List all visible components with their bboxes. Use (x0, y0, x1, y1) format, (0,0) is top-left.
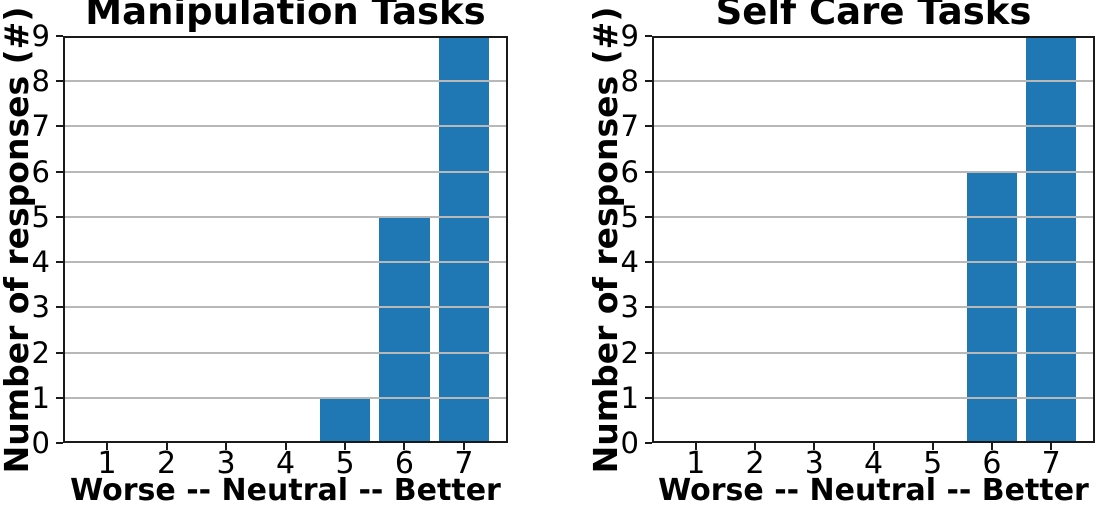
x-tick-label-7: 7 (1041, 446, 1061, 481)
bar-x6 (379, 216, 430, 443)
gridline-y3 (652, 306, 1095, 309)
x-tick-label-1: 1 (686, 446, 706, 481)
y-tick-1 (645, 396, 652, 399)
x-tick-label-2: 2 (156, 446, 177, 481)
y-tick-label-5: 5 (620, 199, 639, 234)
x-tick-label-4: 4 (863, 446, 884, 481)
y-tick-9 (56, 35, 63, 37)
x-tick-6 (403, 443, 406, 450)
axes-spines (652, 36, 1095, 443)
x-tick-4 (284, 443, 287, 450)
x-tick-7 (1050, 443, 1053, 450)
x-tick-5 (931, 443, 934, 450)
y-tick-label-2: 2 (31, 335, 50, 370)
y-tick-7 (56, 125, 63, 128)
x-tick-3 (813, 443, 816, 450)
chart-title: Manipulation Tasks (85, 0, 486, 33)
y-tick-label-6: 6 (31, 154, 50, 189)
y-tick-5 (645, 215, 652, 218)
y-tick-8 (56, 80, 63, 83)
y-tick-5 (56, 215, 63, 218)
y-tick-7 (645, 125, 652, 128)
y-tick-1 (56, 396, 63, 399)
y-tick-label-8: 8 (31, 64, 50, 99)
bar-x7 (1026, 36, 1077, 443)
y-tick-label-4: 4 (620, 245, 639, 280)
gridline-y5 (63, 215, 508, 218)
gridline-y7 (63, 125, 508, 128)
x-tick-label-1: 1 (97, 446, 117, 481)
plot-area (63, 36, 508, 443)
y-tick-4 (645, 261, 652, 264)
axes-spines (63, 36, 508, 443)
gridline-y3 (63, 306, 508, 309)
chart-title: Self Care Tasks (715, 0, 1032, 33)
y-tick-4 (56, 261, 63, 264)
x-tick-label-5: 5 (923, 446, 943, 481)
x-tick-2 (165, 443, 168, 450)
x-tick-4 (872, 443, 875, 450)
x-tick-label-3: 3 (216, 446, 236, 481)
y-tick-label-3: 3 (620, 290, 639, 325)
y-tick-0 (645, 442, 652, 444)
y-tick-label-8: 8 (620, 64, 639, 99)
gridline-y2 (652, 351, 1095, 354)
x-tick-label-5: 5 (335, 446, 355, 481)
plot-area (652, 36, 1095, 443)
y-tick-2 (645, 351, 652, 354)
x-tick-label-6: 6 (394, 446, 415, 481)
y-tick-3 (56, 306, 63, 309)
gridline-y1 (652, 396, 1095, 399)
x-tick-label-4: 4 (275, 446, 296, 481)
gridline-y4 (63, 261, 508, 264)
y-tick-label-0: 0 (31, 426, 50, 460)
gridline-y5 (652, 215, 1095, 218)
y-tick-9 (645, 35, 652, 37)
x-axis-label: Worse -- Neutral -- Better (658, 473, 1089, 508)
x-tick-1 (106, 443, 109, 450)
x-tick-label-7: 7 (454, 446, 474, 481)
y-tick-6 (56, 170, 63, 173)
y-tick-0 (56, 442, 63, 444)
gridline-y6 (652, 170, 1095, 173)
gridline-y8 (63, 80, 508, 83)
x-tick-label-6: 6 (982, 446, 1002, 481)
y-tick-8 (645, 80, 652, 83)
x-tick-7 (462, 443, 465, 450)
gridline-y4 (652, 261, 1095, 264)
y-tick-label-9: 9 (620, 19, 639, 53)
y-tick-6 (645, 170, 652, 173)
gridline-y2 (63, 351, 508, 354)
x-tick-6 (990, 443, 993, 450)
y-tick-label-7: 7 (620, 109, 639, 144)
y-tick-label-6: 6 (620, 154, 639, 189)
x-tick-3 (225, 443, 227, 450)
bar-x5 (319, 397, 371, 443)
x-tick-1 (694, 443, 697, 450)
x-axis-label: Worse -- Neutral -- Better (70, 473, 501, 508)
bar-x7 (438, 36, 490, 443)
x-tick-2 (754, 443, 757, 450)
y-tick-label-2: 2 (620, 335, 639, 370)
y-tick-label-0: 0 (620, 426, 639, 460)
y-tick-label-3: 3 (31, 290, 50, 325)
gridline-y6 (63, 170, 508, 173)
y-tick-3 (645, 306, 652, 309)
y-tick-label-5: 5 (31, 199, 50, 234)
y-tick-label-1: 1 (620, 380, 639, 415)
y-tick-label-9: 9 (31, 19, 50, 53)
x-tick-5 (343, 443, 346, 450)
y-tick-label-4: 4 (31, 245, 50, 280)
x-tick-label-3: 3 (804, 446, 824, 481)
x-tick-label-2: 2 (745, 446, 765, 481)
gridline-y1 (63, 396, 508, 399)
gridline-y8 (652, 80, 1095, 83)
y-tick-label-1: 1 (31, 380, 50, 415)
y-tick-label-7: 7 (31, 109, 50, 144)
y-tick-2 (56, 351, 63, 354)
gridline-y7 (652, 125, 1095, 128)
